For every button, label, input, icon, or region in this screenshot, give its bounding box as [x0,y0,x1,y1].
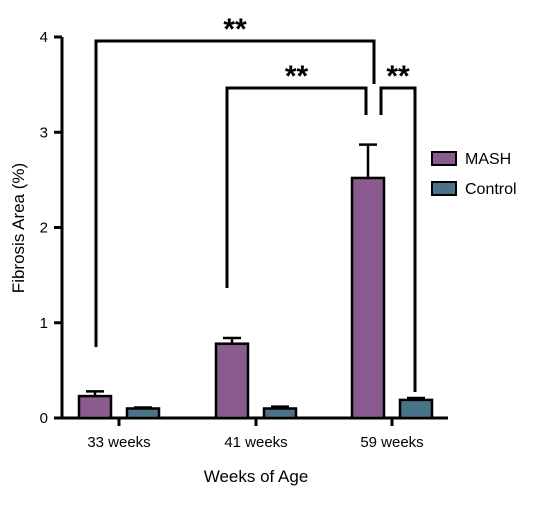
bars [77,143,434,420]
bar-control-3 [398,398,434,420]
bracket-41-vs-59 [225,86,368,288]
y-tick-label: 1 [40,315,48,332]
x-tick-label: 41 weeks [224,434,287,451]
bar-mash-3 [350,176,386,420]
bar-control-1 [125,407,161,420]
bracket-41-vs-59-label: ** [285,60,309,93]
legend: MASH Control [431,151,517,198]
y-axis-title: Fibrosis Area (%) [9,163,28,293]
bracket-mash-vs-control-label: ** [386,60,410,93]
bar-control-2 [262,407,298,420]
y-tick-label: 0 [40,410,48,427]
legend-label-mash: MASH [465,151,511,168]
bracket-33-vs-59 [94,39,376,347]
bar-mash-2 [214,342,250,420]
x-tick-label: 33 weeks [87,434,150,451]
bar-mash-1 [77,394,113,420]
x-axis-title: Weeks of Age [204,467,309,486]
x-tick-label: 59 weeks [360,434,423,451]
bracket-33-vs-59-label: ** [223,13,247,46]
y-tick-label: 3 [40,124,48,141]
x-axis: 33 weeks 41 weeks 59 weeks [60,416,448,451]
legend-label-control: Control [465,181,517,198]
legend-swatch-control [431,181,457,196]
significance-brackets: ** ** ** [94,13,417,392]
legend-swatch-mash [431,151,457,166]
y-axis: 0 1 2 3 4 [40,29,64,427]
y-tick-label: 2 [40,220,48,237]
y-tick-label: 4 [40,29,48,46]
bracket-mash-vs-control [379,86,417,392]
